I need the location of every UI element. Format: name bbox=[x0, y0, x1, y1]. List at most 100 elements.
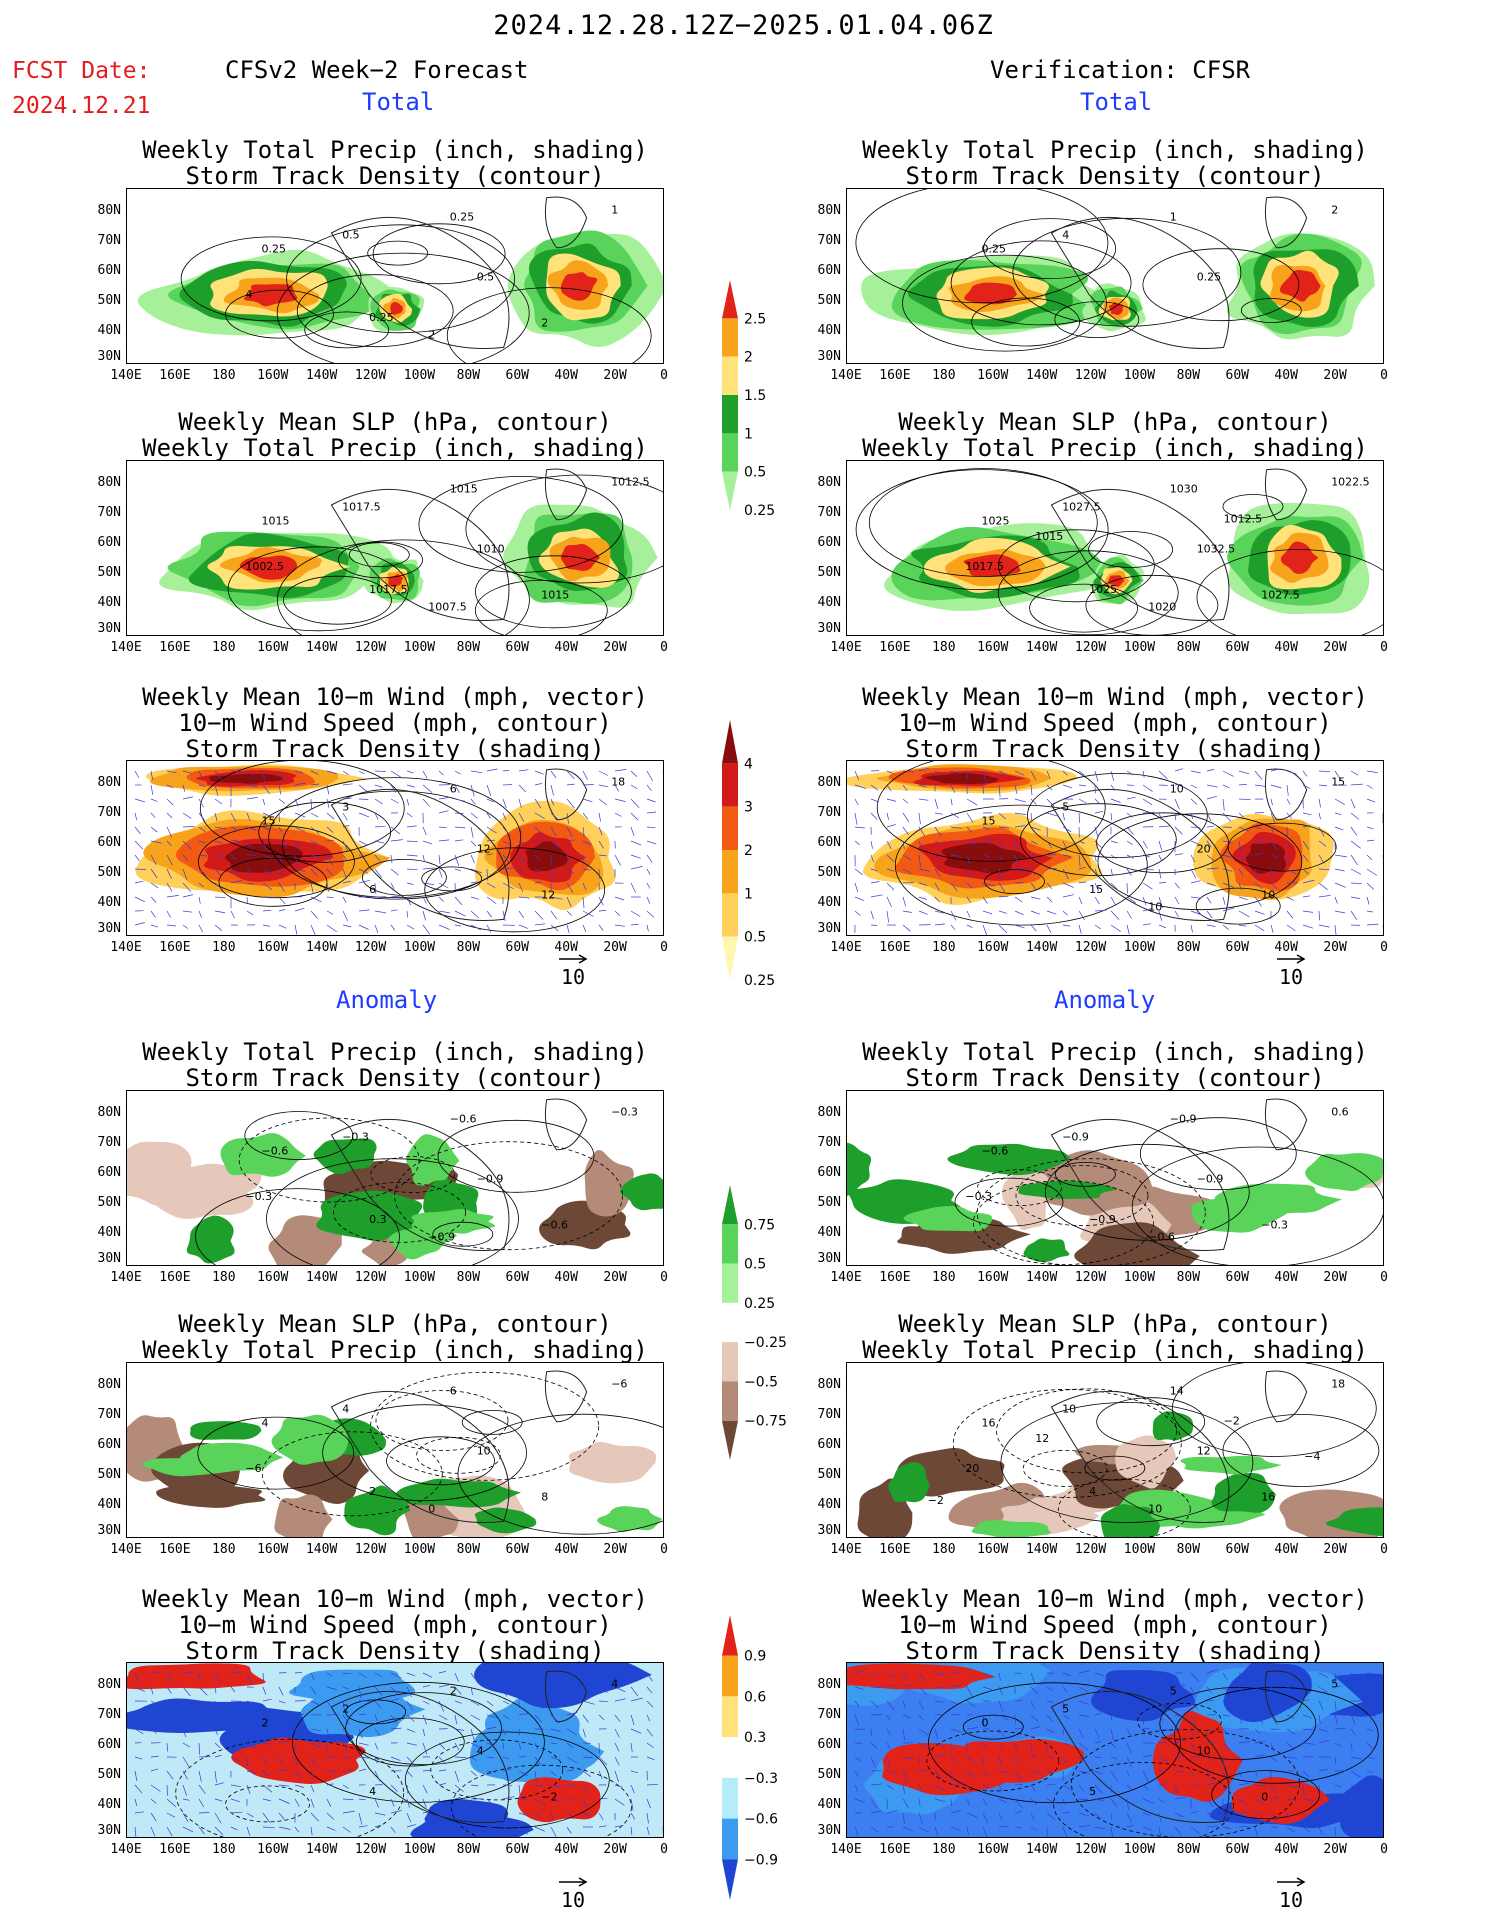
contour-label: 5 bbox=[1062, 800, 1069, 813]
negative-anomaly-area bbox=[410, 1814, 534, 1837]
latitude-label: 70N bbox=[97, 1406, 121, 1422]
latitude-label: 50N bbox=[817, 564, 841, 580]
longitude-label: 180 bbox=[212, 368, 236, 383]
latitude-label: 40N bbox=[97, 1224, 121, 1240]
colorbar-label: −0.9 bbox=[744, 1852, 778, 1868]
verification-panel-title: Weekly Total Precip (inch, shading) Stor… bbox=[862, 1038, 1368, 1092]
longitude-label: 140E bbox=[830, 1270, 862, 1285]
contour-label: 20 bbox=[1197, 843, 1211, 856]
longitude-label: 20W bbox=[603, 1842, 627, 1857]
colorbar-label: −0.75 bbox=[744, 1414, 787, 1430]
precipitation-area bbox=[560, 543, 601, 572]
longitude-label: 0 bbox=[660, 940, 668, 955]
anomaly-section-left: Anomaly bbox=[336, 986, 438, 1014]
longitude-label: 40W bbox=[1274, 1270, 1298, 1285]
latitude-label: 30N bbox=[97, 1250, 121, 1266]
contour-label: 10 bbox=[477, 1445, 491, 1458]
latitude-label: 40N bbox=[817, 594, 841, 610]
longitude-label: 140E bbox=[830, 1542, 862, 1557]
longitude-label: 100W bbox=[403, 1842, 436, 1857]
longitude-label: 60W bbox=[505, 1542, 529, 1557]
latitude-label: 80N bbox=[97, 1676, 121, 1692]
longitude-label: 120W bbox=[354, 1542, 387, 1557]
forecast-map-p1: 0.5 0.25 0.25 1 0.5 2 0.25 2 4 bbox=[126, 188, 664, 364]
greenland-outline bbox=[1264, 768, 1308, 821]
latitude-label: 40N bbox=[97, 594, 121, 610]
coastline bbox=[330, 1690, 510, 1823]
contour-label: 12 bbox=[1197, 1445, 1211, 1458]
longitude-label: 20W bbox=[603, 1270, 627, 1285]
contour-label: −0.9 bbox=[428, 1231, 455, 1244]
longitude-label: 60W bbox=[1225, 1270, 1249, 1285]
colorbar-label: 1 bbox=[744, 426, 753, 442]
longitude-label: 80W bbox=[456, 368, 481, 383]
contour-label: 6 bbox=[450, 783, 457, 796]
contour-label: 1017.5 bbox=[965, 560, 1004, 573]
contour-label: 5 bbox=[1170, 1685, 1177, 1698]
longitude-label: 160W bbox=[257, 368, 289, 383]
colorbar-segment bbox=[722, 1263, 738, 1303]
precipitation-area bbox=[1108, 302, 1124, 316]
longitude-label: 160E bbox=[879, 1542, 911, 1557]
contour-label: 4 bbox=[1089, 1485, 1096, 1498]
longitude-label: 160W bbox=[257, 1842, 289, 1857]
wet-anomaly-area bbox=[903, 1206, 993, 1232]
contour-label: 0.25 bbox=[1197, 271, 1222, 284]
colorbar-label: 2.5 bbox=[744, 311, 766, 327]
colorbar-segment bbox=[722, 1818, 738, 1860]
precipitation-area bbox=[239, 555, 298, 580]
longitude-label: 80W bbox=[456, 1542, 481, 1557]
contour-label: 12 bbox=[477, 843, 491, 856]
contour-label: −0.6 bbox=[1148, 1231, 1175, 1244]
longitude-label: 160W bbox=[977, 1270, 1009, 1285]
longitude-label: 100W bbox=[1123, 940, 1156, 955]
coastline bbox=[330, 216, 510, 349]
latitude-label: 70N bbox=[817, 232, 841, 248]
contour-label: 10 bbox=[1148, 1503, 1162, 1516]
verification-title: Verification: CFSR bbox=[990, 56, 1251, 84]
precipitation-area bbox=[963, 554, 1021, 577]
longitude-label: 180 bbox=[212, 1270, 236, 1285]
contour-label: 2 bbox=[342, 1702, 349, 1715]
contour-label: 4 bbox=[245, 288, 252, 301]
wet-anomaly-area bbox=[947, 1143, 1071, 1176]
latitude-label: 80N bbox=[97, 774, 121, 790]
longitude-label: 140E bbox=[830, 640, 862, 655]
longitude-label: 100W bbox=[403, 1270, 436, 1285]
longitude-label: 40W bbox=[554, 640, 578, 655]
latitude-label: 50N bbox=[817, 864, 841, 880]
colorbar-label: −0.6 bbox=[744, 1812, 778, 1828]
longitude-label: 80W bbox=[1176, 640, 1201, 655]
colorbar-segment bbox=[722, 720, 738, 764]
colorbar-segment bbox=[722, 1381, 738, 1421]
contour-label: 3 bbox=[342, 800, 349, 813]
latitude-label: 60N bbox=[97, 1736, 121, 1752]
wet-anomaly-area bbox=[1100, 1504, 1161, 1537]
latitude-label: 30N bbox=[97, 348, 121, 364]
longitude-label: 80W bbox=[1176, 1542, 1201, 1557]
longitude-label: 100W bbox=[403, 940, 436, 955]
longitude-label: 160W bbox=[257, 940, 289, 955]
longitude-label: 160E bbox=[879, 640, 911, 655]
latitude-label: 50N bbox=[817, 1194, 841, 1210]
forecast-map-p9: 4 4 6 −6 10 8 2 0 −6 bbox=[126, 1362, 664, 1538]
colorbar-label: 0.3 bbox=[744, 1730, 766, 1746]
longitude-label: 60W bbox=[505, 640, 529, 655]
wet-anomaly-area bbox=[1018, 1180, 1118, 1199]
contour-label: 5 bbox=[1062, 1702, 1069, 1715]
longitude-label: 60W bbox=[505, 1270, 529, 1285]
vector-ref-left-bottom: 10 bbox=[559, 1877, 588, 1912]
longitude-label: 160E bbox=[159, 1842, 191, 1857]
longitude-label: 60W bbox=[1225, 1842, 1249, 1857]
latitude-label: 30N bbox=[817, 1522, 841, 1538]
latitude-label: 40N bbox=[817, 1796, 841, 1812]
longitude-label: 0 bbox=[1380, 940, 1388, 955]
positive-anomaly-area bbox=[127, 1663, 266, 1690]
contour-label: −0.6 bbox=[541, 1218, 568, 1231]
colorbar-label: 0.5 bbox=[744, 1257, 766, 1273]
latitude-label: 70N bbox=[97, 232, 121, 248]
longitude-label: 120W bbox=[1074, 1270, 1107, 1285]
longitude-label: 100W bbox=[1123, 640, 1156, 655]
contour-label: 0 bbox=[1261, 1790, 1268, 1803]
longitude-label: 0 bbox=[660, 640, 668, 655]
